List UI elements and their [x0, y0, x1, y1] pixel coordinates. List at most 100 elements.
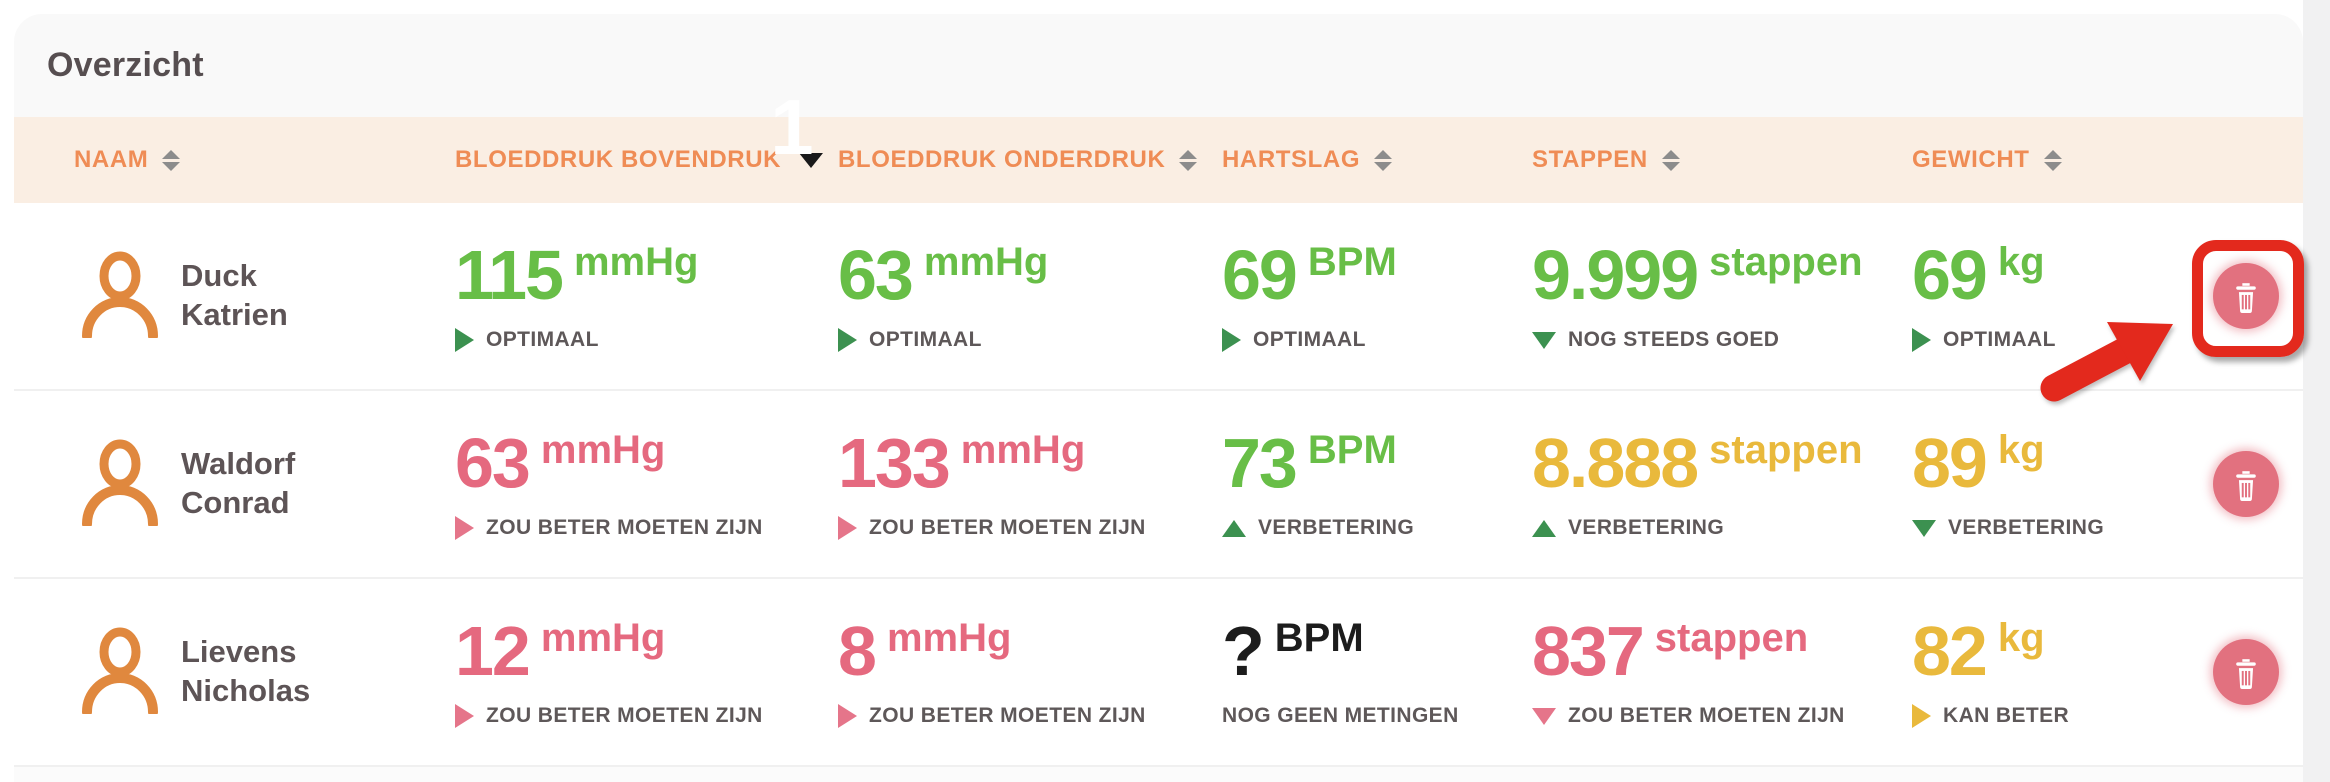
sort-arrows-icon[interactable]	[1374, 149, 1393, 171]
column-header-label: HARTSLAG	[1222, 146, 1361, 173]
metric-value: 69	[1912, 236, 1988, 314]
delete-row-button[interactable]	[2213, 263, 2279, 329]
metric-unit: BPM	[1274, 616, 1364, 660]
column-header-label: BLOEDDRUK BOVENDRUK	[455, 146, 782, 173]
metric-status-label: VERBETERING	[1258, 516, 1415, 539]
trend-down-triangle-icon	[1532, 707, 1556, 725]
metric-cell-hartslag: 69 BPM OPTIMAAL	[1222, 240, 1532, 352]
row-actions-cell	[2142, 451, 2303, 517]
trend-down-triangle-icon	[1912, 519, 1936, 537]
column-header-label: GEWICHT	[1912, 146, 2030, 173]
patient-name-line1: Waldorf	[181, 446, 296, 482]
metric-value: 69	[1222, 236, 1298, 314]
patient-name-line2: Katrien	[181, 297, 288, 332]
title-band: Overzicht	[14, 14, 2303, 117]
metric-value: 8	[838, 612, 877, 690]
trend-right-triangle-icon	[455, 516, 474, 540]
column-header-bovendruk[interactable]: BLOEDDRUK BOVENDRUK	[455, 146, 838, 174]
row-actions-cell	[2142, 263, 2303, 329]
sort-arrows-icon[interactable]	[2043, 149, 2062, 171]
metric-unit: kg	[1997, 428, 2045, 472]
trend-right-triangle-icon	[838, 328, 857, 352]
metric-unit: mmHg	[923, 240, 1049, 284]
patient-name-cell: Duck Katrien	[14, 250, 455, 343]
page-title: Overzicht	[47, 46, 204, 84]
metric-status-label: ZOU BETER MOETEN ZIJN	[486, 516, 763, 539]
metric-cell-bovendruk: 12 mmHg ZOU BETER MOETEN ZIJN	[455, 616, 838, 728]
delete-row-button[interactable]	[2213, 639, 2279, 705]
trend-down-triangle-icon	[1532, 331, 1556, 349]
patient-name-line1: Lievens	[181, 634, 297, 670]
metric-cell-onderdruk: 8 mmHg ZOU BETER MOETEN ZIJN	[838, 616, 1222, 728]
metric-status-label: ZOU BETER MOETEN ZIJN	[486, 704, 763, 727]
metric-unit: kg	[1997, 240, 2045, 284]
delete-row-button[interactable]	[2213, 451, 2279, 517]
metric-value: ?	[1222, 612, 1265, 690]
table-row[interactable]: Lievens Nicholas 12 mmHg ZOU BETER MOETEN ZI…	[14, 579, 2303, 767]
metric-unit: mmHg	[960, 428, 1086, 472]
column-header-label: BLOEDDRUK ONDERDRUK	[838, 146, 1166, 173]
column-header-label: NAAM	[74, 146, 149, 173]
sort-arrows-icon[interactable]	[1179, 149, 1198, 171]
metric-cell-bovendruk: 115 mmHg OPTIMAAL	[455, 240, 838, 352]
column-header-onderdruk[interactable]: BLOEDDRUK ONDERDRUK	[838, 146, 1222, 174]
metric-value: 82	[1912, 612, 1988, 690]
column-header-gewicht[interactable]: GEWICHT	[1912, 146, 2142, 174]
column-header-hartslag[interactable]: HARTSLAG	[1222, 146, 1532, 174]
patient-name-line2: Nicholas	[181, 673, 311, 708]
patient-name: Waldorf Conrad	[181, 445, 295, 523]
trend-right-triangle-icon	[838, 516, 857, 540]
page-right-gutter	[2303, 0, 2330, 782]
table-row[interactable]: Waldorf Conrad 63 mmHg ZOU BETER MOETEN ZIJN…	[14, 391, 2303, 579]
metric-status-label: OPTIMAAL	[869, 328, 982, 351]
metric-unit: stappen	[1654, 616, 1809, 660]
metric-unit: mmHg	[886, 616, 1012, 660]
metric-cell-stappen: 9.999 stappen NOG STEEDS GOED	[1532, 240, 1912, 352]
metric-value: 12	[455, 612, 531, 690]
column-header-stappen[interactable]: STAPPEN	[1532, 146, 1912, 174]
trend-right-triangle-icon	[1912, 704, 1931, 728]
table-header-row: NAAM BLOEDDRUK BOVENDRUK BLOEDDRUK ONDERDR…	[14, 117, 2303, 203]
table-body: Duck Katrien 115 mmHg OPTIMAAL 63 mmHg OPTIMAAL…	[14, 203, 2303, 767]
metric-status-label: NOG GEEN METINGEN	[1222, 704, 1459, 727]
metric-cell-bovendruk: 63 mmHg ZOU BETER MOETEN ZIJN	[455, 428, 838, 540]
trend-up-triangle-icon	[1532, 519, 1556, 537]
metric-cell-hartslag: ? BPM NOG GEEN METINGEN	[1222, 616, 1532, 728]
trash-icon	[2230, 655, 2262, 689]
metric-value: 9.999	[1532, 236, 1699, 314]
person-icon	[81, 626, 159, 719]
patient-name-cell: Waldorf Conrad	[14, 438, 455, 531]
metric-cell-onderdruk: 63 mmHg OPTIMAAL	[838, 240, 1222, 352]
trend-up-triangle-icon	[1222, 519, 1246, 537]
metric-status-label: OPTIMAAL	[1253, 328, 1366, 351]
trash-icon	[2230, 467, 2262, 501]
metric-status-label: OPTIMAAL	[1943, 328, 2056, 351]
metric-status-label: NOG STEEDS GOED	[1568, 328, 1780, 351]
metric-unit: mmHg	[573, 240, 699, 284]
metric-unit: mmHg	[540, 616, 666, 660]
trend-right-triangle-icon	[1912, 328, 1931, 352]
sort-arrows-icon[interactable]	[1661, 149, 1680, 171]
table-bottom-strip	[14, 767, 2303, 782]
metric-cell-gewicht: 82 kg KAN BETER	[1912, 616, 2142, 728]
metric-cell-stappen: 837 stappen ZOU BETER MOETEN ZIJN	[1532, 616, 1912, 728]
metric-value: 63	[455, 424, 531, 502]
sort-descending-icon[interactable]	[799, 152, 824, 168]
metric-status-label: ZOU BETER MOETEN ZIJN	[1568, 704, 1845, 727]
patient-name: Lievens Nicholas	[181, 633, 310, 711]
table-row[interactable]: Duck Katrien 115 mmHg OPTIMAAL 63 mmHg OPTIMAAL…	[14, 203, 2303, 391]
row-actions-cell	[2142, 639, 2303, 705]
metric-value: 837	[1532, 612, 1645, 690]
trash-icon	[2230, 279, 2262, 313]
patient-name-line2: Conrad	[181, 485, 290, 520]
metric-unit: stappen	[1709, 240, 1863, 284]
metric-status-label: OPTIMAAL	[486, 328, 599, 351]
trend-right-triangle-icon	[455, 704, 474, 728]
overview-card: Overzicht NAAM BLOEDDRUK BOVENDRUK BLOEDDR…	[14, 14, 2303, 782]
metric-unit: stappen	[1709, 428, 1863, 472]
column-header-naam[interactable]: NAAM	[14, 146, 455, 174]
metric-cell-onderdruk: 133 mmHg ZOU BETER MOETEN ZIJN	[838, 428, 1222, 540]
metric-value: 115	[455, 236, 564, 314]
sort-arrows-icon[interactable]	[162, 149, 181, 171]
metric-status-label: ZOU BETER MOETEN ZIJN	[869, 516, 1146, 539]
